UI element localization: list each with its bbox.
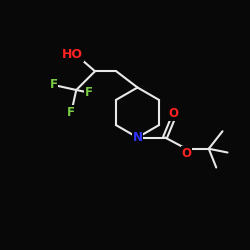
Text: O: O (169, 107, 179, 120)
Text: HO: HO (62, 48, 83, 62)
Text: N: N (132, 131, 142, 144)
Text: F: F (67, 106, 75, 119)
Text: F: F (50, 78, 58, 92)
Text: O: O (181, 147, 191, 160)
Text: F: F (85, 86, 93, 99)
